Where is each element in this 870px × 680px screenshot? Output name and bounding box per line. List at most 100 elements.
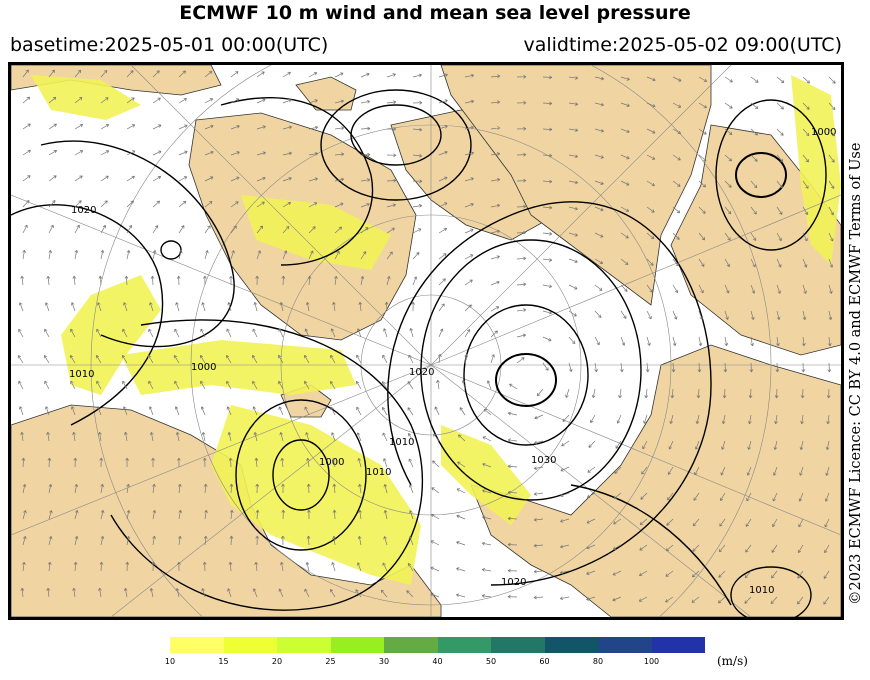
- wind-arrow: [799, 466, 804, 476]
- wind-arrow: [178, 250, 183, 260]
- wind-arrow: [724, 310, 729, 320]
- wind-arrow: [406, 590, 414, 598]
- wind-arrow: [256, 201, 265, 208]
- wind-arrow: [360, 152, 371, 157]
- wind-arrow: [43, 355, 50, 364]
- wind-arrow: [516, 178, 527, 183]
- isobar-label: 1020: [501, 577, 526, 588]
- wind-arrow: [254, 457, 259, 468]
- wind-arrow: [74, 150, 84, 156]
- wind-arrow: [230, 151, 240, 156]
- wind-arrow: [150, 275, 155, 286]
- wind-arrow: [72, 587, 76, 598]
- wind-arrow: [252, 354, 258, 364]
- wind-arrow: [533, 543, 544, 548]
- wind-arrow: [408, 354, 414, 364]
- wind-arrow: [646, 180, 655, 187]
- wind-arrow: [227, 588, 232, 598]
- wind-arrow: [278, 354, 284, 364]
- wind-arrow: [457, 461, 466, 468]
- wind-arrow: [122, 328, 128, 338]
- wind-arrow: [776, 76, 785, 84]
- wind-arrow: [456, 488, 466, 494]
- wind-arrow: [828, 76, 836, 84]
- wind-arrow: [282, 177, 292, 182]
- wind-arrow: [386, 127, 397, 131]
- wind-arrow: [797, 570, 804, 579]
- wind-arrow: [148, 328, 154, 338]
- wind-arrow: [281, 275, 286, 286]
- wind-arrow: [594, 232, 604, 238]
- wind-arrow: [620, 154, 630, 160]
- wind-arrow: [100, 150, 110, 156]
- wind-arrow: [308, 226, 316, 234]
- wind-arrow: [772, 518, 778, 528]
- wind-arrow: [516, 230, 527, 235]
- wind-arrow: [411, 301, 416, 312]
- wind-arrow: [672, 154, 681, 161]
- wind-arrow: [620, 336, 626, 346]
- wind-arrow: [542, 153, 553, 158]
- wind-arrow: [464, 304, 472, 312]
- wind-arrow: [44, 380, 50, 390]
- isobar-west-outer: [11, 204, 164, 426]
- isobar-high-1030: [463, 304, 589, 446]
- wind-arrow: [594, 76, 605, 81]
- wind-arrow: [360, 178, 371, 182]
- wind-arrow: [409, 328, 414, 338]
- wind-arrow: [698, 336, 703, 347]
- wind-arrow: [646, 102, 656, 108]
- wind-arrow: [438, 253, 447, 260]
- wind-arrow: [724, 206, 732, 215]
- wind-arrow: [639, 518, 648, 526]
- wind-arrow: [542, 336, 552, 342]
- wind-arrow: [356, 562, 362, 572]
- wind-arrow: [490, 74, 501, 79]
- wind-arrow: [46, 431, 50, 442]
- wind-arrow: [178, 124, 188, 130]
- wind-arrow: [646, 76, 656, 82]
- wind-arrow: [745, 518, 752, 527]
- wind-arrow: [178, 176, 188, 182]
- wind-arrow: [718, 570, 726, 578]
- wind-arrow: [490, 152, 501, 156]
- wind-arrow: [357, 458, 362, 468]
- wind-zone-northwest: [31, 75, 141, 120]
- wind-arrow: [45, 406, 50, 416]
- wind-arrow: [671, 362, 676, 373]
- wind-arrow: [256, 151, 266, 156]
- wind-zone-mid-west: [121, 340, 356, 395]
- wind-arrow: [438, 278, 446, 286]
- wind-arrow: [149, 587, 154, 598]
- wind-arrow: [330, 354, 336, 364]
- wind-arrow: [409, 510, 414, 520]
- wind-arrow: [308, 99, 318, 104]
- wind-arrow: [100, 124, 110, 130]
- wind-arrow: [72, 275, 77, 286]
- wind-arrow: [152, 176, 162, 182]
- weather-map[interactable]: 1020 1000 1010 1000 1000 1010 1020 1010 …: [8, 62, 844, 620]
- wind-arrow: [438, 328, 444, 338]
- wind-arrow: [594, 154, 604, 159]
- wind-arrow: [230, 225, 237, 234]
- wind-arrow: [126, 150, 136, 156]
- wind-arrow: [280, 457, 285, 468]
- wind-arrow: [304, 328, 310, 338]
- wind-arrow: [516, 357, 525, 364]
- wind-arrow: [122, 380, 128, 390]
- wind-arrow: [74, 97, 83, 104]
- wind-arrow: [594, 336, 600, 346]
- wind-arrow: [646, 128, 656, 134]
- wind-arrow: [408, 432, 414, 442]
- wind-arrow: [430, 566, 440, 572]
- wind-arrow: [746, 466, 752, 476]
- wind-arrow: [152, 225, 159, 234]
- wind-arrow: [828, 206, 834, 216]
- wind-arrow: [123, 587, 128, 598]
- wind-arrow: [646, 310, 652, 320]
- wind-arrow: [226, 354, 232, 364]
- wind-arrow: [568, 76, 579, 80]
- wind-arrow: [330, 328, 336, 338]
- isobar-low-svalbard-outer: [320, 89, 472, 201]
- wind-arrow: [461, 379, 466, 390]
